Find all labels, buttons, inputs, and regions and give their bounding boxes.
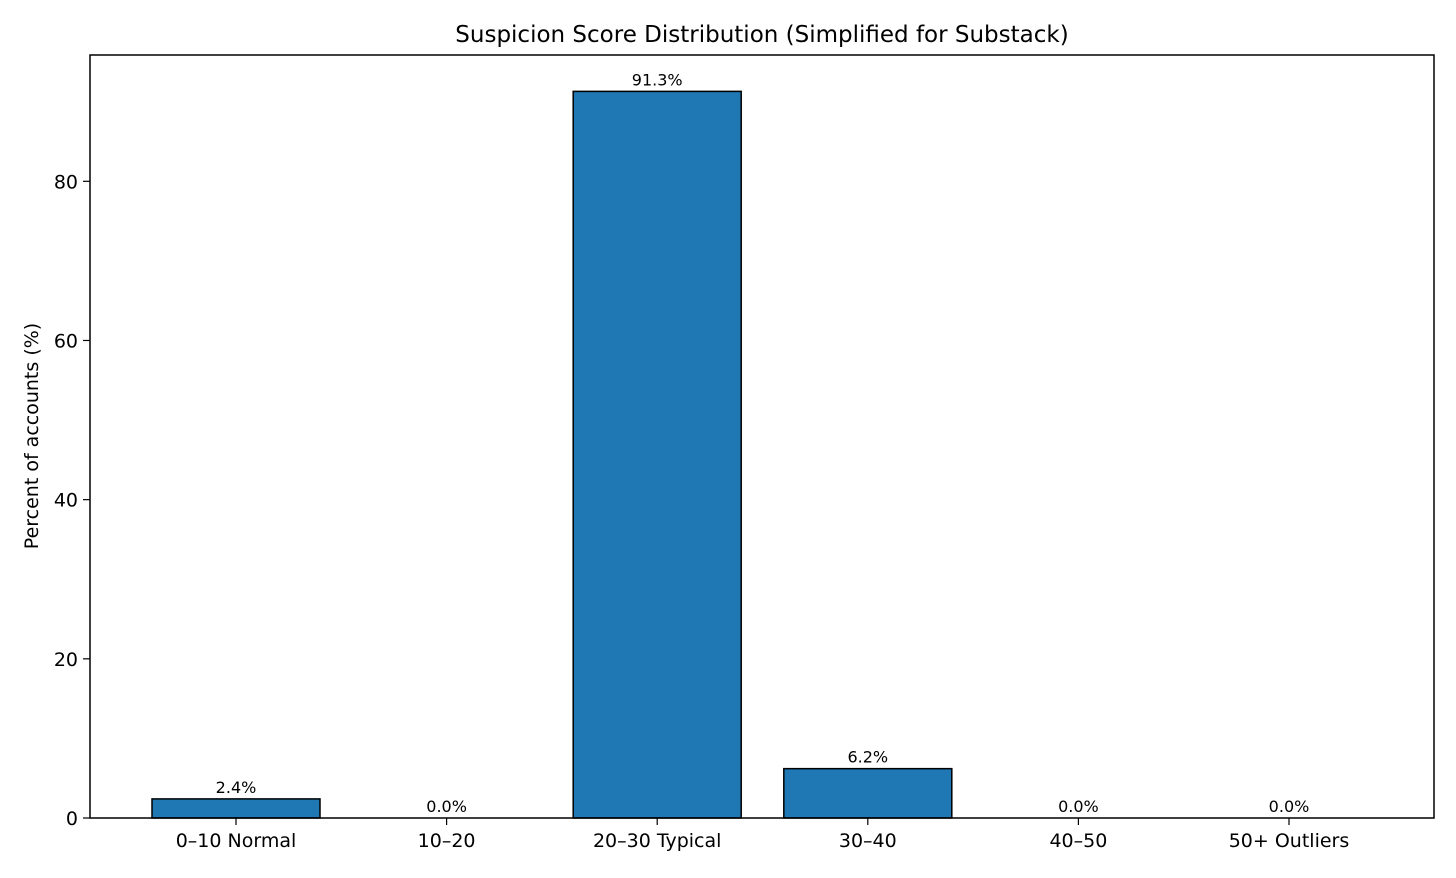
bar-2: [572, 90, 742, 819]
x-axis-ticks: 0–10 Normal 10–20 20–30 Typical 30–40 40–50 5…: [176, 818, 1350, 852]
x-tick-label-1: 10–20: [418, 830, 476, 852]
bar-value-label-3: 6.2%: [847, 748, 888, 767]
x-tick-label-4: 40–50: [1049, 830, 1107, 852]
bar-value-label-5: 0.0%: [1269, 797, 1310, 816]
y-axis-ticks: 0 20 40 60 80: [54, 171, 90, 830]
y-axis-label: Percent of accounts (%): [21, 323, 43, 549]
bar-0: [151, 798, 321, 819]
value-labels-group: 2.4% 0.0% 91.3% 6.2% 0.0% 0.0%: [216, 70, 1310, 816]
x-tick-label-0: 0–10 Normal: [176, 830, 297, 852]
bar-3: [783, 767, 953, 819]
bars-group: [151, 90, 953, 819]
bar-value-label-1: 0.0%: [426, 797, 467, 816]
y-tick-label-2: 40: [54, 490, 78, 512]
bar-value-label-4: 0.0%: [1058, 797, 1099, 816]
bar-value-label-2: 91.3%: [632, 70, 683, 89]
bar-value-label-0: 2.4%: [216, 778, 257, 797]
x-tick-label-5: 50+ Outliers: [1229, 830, 1350, 852]
y-tick-label-3: 60: [54, 330, 78, 352]
x-tick-label-3: 30–40: [839, 830, 897, 852]
chart-title: Suspicion Score Distribution (Simplified…: [455, 22, 1068, 48]
y-tick-label-4: 80: [54, 171, 78, 193]
x-tick-label-2: 20–30 Typical: [593, 830, 722, 852]
plot-area-frame: [89, 54, 1435, 819]
y-tick-label-1: 20: [54, 649, 78, 671]
y-tick-label-0: 0: [66, 808, 78, 830]
